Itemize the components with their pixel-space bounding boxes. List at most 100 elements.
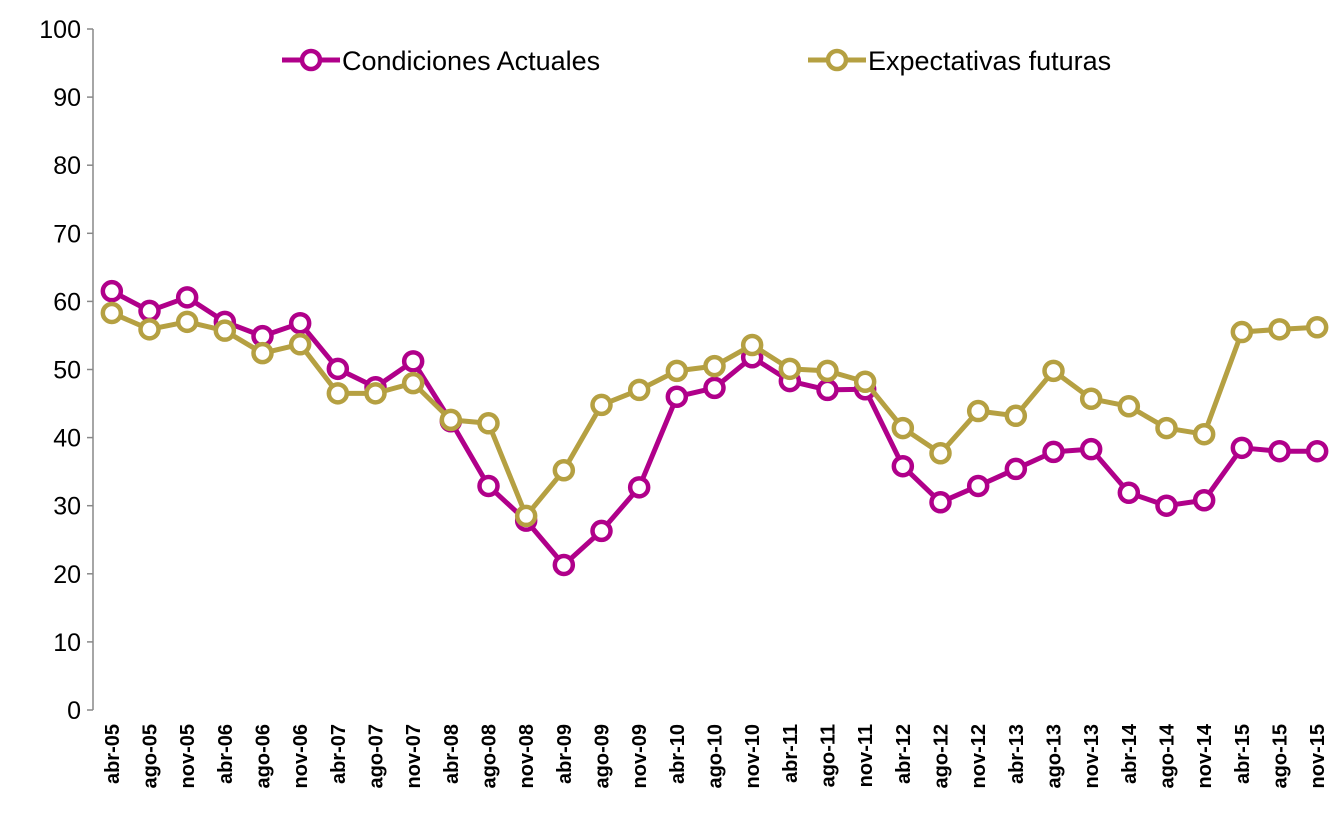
x-tick-label: ago-06: [253, 724, 275, 788]
data-point: [401, 371, 425, 395]
data-point: [477, 412, 500, 435]
data-point: [364, 382, 387, 405]
x-tick-label: abr-10: [667, 724, 689, 784]
x-tick-label: ago-15: [1270, 724, 1292, 788]
x-tick-label: abr-14: [1119, 723, 1141, 784]
legend-marker: [299, 48, 323, 72]
data-point: [740, 333, 764, 357]
x-tick-label: abr-12: [893, 724, 915, 784]
data-point: [1305, 316, 1329, 339]
legend-label: Condiciones Actuales: [342, 46, 600, 76]
data-point: [552, 459, 576, 482]
data-point: [213, 319, 237, 342]
x-tick-label: abr-09: [554, 724, 576, 784]
data-point: [1192, 489, 1216, 512]
data-point: [891, 416, 915, 440]
x-tick-label: abr-05: [102, 724, 124, 784]
data-point: [1268, 439, 1291, 463]
y-tick-label: 0: [67, 697, 81, 725]
data-point: [590, 519, 613, 543]
data-point: [891, 454, 915, 478]
data-point: [1079, 437, 1103, 461]
data-point: [439, 408, 463, 432]
x-tick-label: abr-13: [1006, 724, 1028, 784]
data-point: [703, 354, 726, 378]
y-tick-label: 60: [53, 288, 81, 316]
data-point: [175, 286, 199, 309]
data-point: [816, 359, 839, 383]
data-point: [1155, 416, 1178, 440]
x-tick-label: nov-06: [290, 724, 312, 788]
data-point: [100, 301, 124, 325]
x-tick-label: nov-12: [968, 724, 990, 788]
data-point: [1004, 404, 1028, 428]
data-point: [326, 357, 350, 381]
data-point: [1192, 422, 1216, 446]
data-point: [1117, 481, 1141, 505]
x-tick-label: abr-15: [1232, 724, 1254, 784]
x-tick-label: ago-11: [818, 724, 840, 787]
data-point: [251, 341, 274, 365]
y-tick-label: 70: [53, 220, 81, 248]
data-point: [590, 393, 613, 417]
y-tick-label: 90: [53, 84, 81, 112]
x-tick-label: nov-07: [403, 724, 425, 788]
x-tick-label: abr-11: [780, 724, 802, 783]
data-point: [929, 442, 952, 465]
data-point: [1117, 395, 1141, 418]
data-point: [514, 504, 538, 528]
data-point: [1004, 457, 1028, 481]
data-point: [853, 370, 877, 394]
x-tick-label: nov-05: [177, 724, 199, 788]
data-point: [1230, 436, 1254, 460]
data-point: [816, 378, 839, 402]
data-point: [1305, 439, 1329, 463]
x-tick-label: ago-05: [140, 724, 162, 788]
data-point: [138, 299, 161, 323]
y-tick-label: 10: [53, 629, 81, 657]
x-tick-label: ago-09: [592, 724, 614, 788]
data-point: [100, 279, 124, 303]
data-point: [627, 378, 651, 402]
x-tick-label: abr-07: [328, 724, 350, 784]
x-tick-label: nov-09: [629, 724, 651, 788]
data-point: [1079, 387, 1103, 411]
data-point: [1042, 359, 1065, 383]
x-tick-label: ago-14: [1157, 723, 1179, 788]
data-point: [703, 376, 726, 400]
data-point: [477, 474, 500, 498]
legend-marker: [825, 48, 849, 72]
legend-label: Expectativas futuras: [868, 46, 1111, 76]
data-point: [778, 357, 802, 381]
data-point: [665, 385, 689, 408]
data-point: [665, 359, 689, 383]
data-point: [138, 318, 161, 341]
x-tick-label: abr-08: [441, 724, 463, 784]
y-tick-label: 30: [53, 493, 81, 521]
x-tick-label: ago-13: [1044, 724, 1066, 788]
data-point: [326, 382, 350, 405]
data-point: [1230, 320, 1254, 344]
y-tick-label: 40: [53, 425, 81, 453]
y-tick-label: 20: [53, 561, 81, 589]
data-point: [929, 491, 952, 514]
data-point: [1155, 494, 1178, 517]
data-point: [966, 399, 990, 423]
x-tick-label: ago-12: [931, 724, 953, 788]
data-point: [288, 311, 312, 335]
y-tick-label: 100: [39, 16, 81, 44]
x-tick-label: ago-07: [366, 724, 388, 788]
x-tick-label: nov-08: [516, 724, 538, 788]
series-line: [110, 288, 1318, 568]
data-point: [1042, 440, 1065, 464]
data-point: [552, 553, 576, 577]
y-tick-label: 80: [53, 152, 81, 180]
x-tick-label: ago-08: [479, 724, 501, 788]
y-tick-label: 50: [53, 357, 81, 385]
x-tick-label: nov-15: [1307, 724, 1329, 788]
data-point: [627, 476, 651, 499]
data-point: [401, 350, 425, 373]
x-tick-label: nov-11: [855, 724, 877, 787]
